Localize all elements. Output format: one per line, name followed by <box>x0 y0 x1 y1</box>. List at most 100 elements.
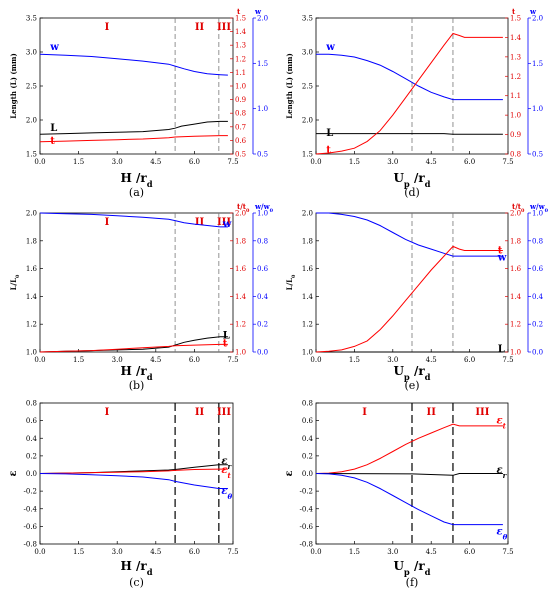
y-tick-label-right: 1.1 <box>510 92 521 100</box>
x-tick-label: 3.0 <box>387 356 398 364</box>
y-tick-label-right2: 0.6 <box>257 265 269 273</box>
y-tick-label-right: 1.2 <box>235 321 246 329</box>
y-tick-label-right2: 2.0 <box>532 15 543 23</box>
y-tick-label-right2: 0.4 <box>257 293 269 301</box>
y-tick-label-right2: 1.5 <box>532 60 543 68</box>
x-tick-label: 1.5 <box>349 158 360 166</box>
x-tick-label: 6.0 <box>464 548 475 556</box>
region-label: III <box>217 217 231 228</box>
y-tick-label-right: 0.6 <box>235 137 247 145</box>
panel-caption: (e) <box>404 379 419 392</box>
y-tick-label-right2: 0.0 <box>532 349 543 357</box>
y-tick-label: -0.2 <box>24 488 38 496</box>
y-axis-label-left: L/L0 <box>285 274 297 290</box>
x-tick-label: 3.0 <box>112 548 123 556</box>
series-line-εt <box>39 468 228 474</box>
series-line-εr <box>315 473 503 476</box>
series-line-w <box>316 212 503 257</box>
x-tick-label: 6.0 <box>189 548 200 556</box>
series-label: εθ <box>496 527 507 542</box>
y-axis-label-right2: w <box>529 7 537 16</box>
x-tick-label: 7.5 <box>227 548 238 556</box>
x-tick-label: 7.5 <box>502 356 513 364</box>
y-tick-label: 1.0 <box>26 349 37 357</box>
x-tick-label: 0.0 <box>310 548 321 556</box>
y-tick-label-right: 0.9 <box>510 131 521 139</box>
y-tick-label-right: 1.3 <box>510 53 521 61</box>
y-tick-label: 0.0 <box>302 470 313 478</box>
series-label: w <box>49 42 59 53</box>
panel-d: 0.0 1.5 3.0 4.5 6.0 7.5Up /rd(d)1.52.02.53.03… <box>285 7 543 199</box>
y-tick-label-right: 1.1 <box>235 69 246 77</box>
y-axis-label-right: t <box>237 7 241 16</box>
y-tick-label: 2.0 <box>26 117 37 125</box>
x-axis-label: Up /rd <box>393 559 430 577</box>
x-tick-label: 1.5 <box>73 356 84 364</box>
plot-frame <box>39 212 234 353</box>
y-tick-label-right: 1.2 <box>510 321 521 329</box>
series-label: L <box>498 344 505 355</box>
x-tick-label: 1.5 <box>349 356 360 364</box>
y-tick-label-right2: 2.0 <box>257 15 268 23</box>
x-tick-label: 4.5 <box>426 356 437 364</box>
series-label: t <box>326 145 331 156</box>
y-tick-label-right2: 1.0 <box>532 105 543 113</box>
y-tick-label-right: 1.4 <box>510 293 522 301</box>
series-line-t <box>39 343 228 353</box>
region-label: II <box>427 407 437 418</box>
y-axis-label-left: Length (L) (mm) <box>9 53 18 119</box>
x-tick-label: 1.5 <box>73 548 84 556</box>
y-tick-label-right2: 1.0 <box>532 210 543 218</box>
x-tick-label: 7.5 <box>502 158 513 166</box>
y-axis-label-right: t/t0 <box>512 202 525 214</box>
region-label: II <box>195 22 205 33</box>
y-tick-label: -0.8 <box>24 541 38 549</box>
region-label: I <box>105 407 110 418</box>
y-tick-label-right: 0.5 <box>235 151 246 159</box>
y-tick-label-right2: 0.0 <box>257 349 268 357</box>
y-axis-label-right2: w/w0 <box>529 202 549 214</box>
y-tick-label: 0.2 <box>26 452 37 460</box>
panel-f: 0.0 1.5 3.0 4.5 6.0 7.5 Up /rd(f) -0.8 -0.6 -0.4 -… <box>284 400 514 590</box>
y-tick-label: 0.4 <box>26 435 38 443</box>
series-line-t <box>315 245 503 353</box>
y-tick-label-right: 1.0 <box>510 349 521 357</box>
series-line-εθ <box>39 473 228 489</box>
x-tick-label: 7.5 <box>502 548 513 556</box>
x-tick-label: 6.0 <box>464 158 475 166</box>
y-tick-label-right: 1.5 <box>235 15 246 23</box>
y-tick-label: 1.8 <box>26 237 37 245</box>
y-tick-label-right2: 0.8 <box>532 237 543 245</box>
x-tick-label: 3.0 <box>112 356 123 364</box>
y-axis-label-left: ε <box>284 470 295 476</box>
y-tick-label-right: 2.0 <box>510 210 521 218</box>
y-tick-label: 1.2 <box>302 321 313 329</box>
series-line-L <box>316 133 503 135</box>
series-label: εr <box>496 465 507 480</box>
y-tick-label: 1.5 <box>302 151 313 159</box>
y-tick-label-right: 1.0 <box>235 83 246 91</box>
region-label: III <box>217 407 231 418</box>
x-axis-label: Up /rd <box>393 171 430 189</box>
series-label: w <box>325 42 335 53</box>
series-line-εt <box>315 423 503 474</box>
region-label: I <box>105 22 110 33</box>
series-line-w <box>316 53 503 101</box>
panel-caption: (b) <box>129 379 145 392</box>
y-tick-label-right: 1.8 <box>235 237 246 245</box>
x-tick-label: 3.0 <box>112 158 123 166</box>
x-tick-label: 1.5 <box>73 158 84 166</box>
y-tick-label: 3.0 <box>26 49 37 57</box>
region-label: III <box>217 22 231 33</box>
y-tick-label-right: 1.0 <box>235 349 246 357</box>
region-label: II <box>195 217 205 228</box>
series-label: w <box>497 252 507 263</box>
x-tick-label: 0.0 <box>310 158 321 166</box>
y-tick-label: 1.0 <box>302 349 313 357</box>
x-tick-label: 0.0 <box>310 356 321 364</box>
series-label: L <box>223 330 230 341</box>
series-label: εt <box>221 465 231 480</box>
x-tick-label: 6.0 <box>464 356 475 364</box>
y-tick-label: 1.5 <box>26 151 37 159</box>
